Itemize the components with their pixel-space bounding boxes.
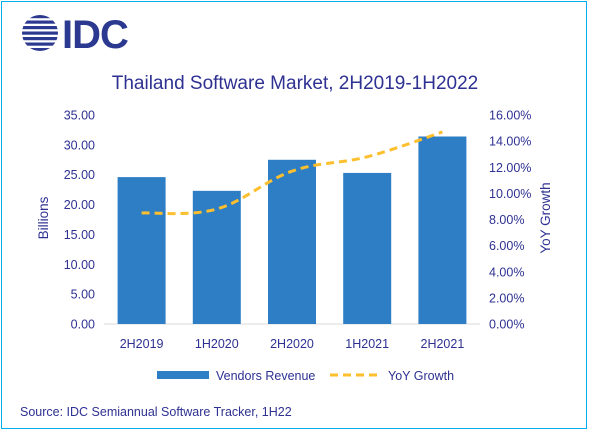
legend-bar-label: Vendors Revenue (216, 369, 315, 383)
legend: Vendors Revenue YoY Growth (157, 369, 454, 383)
logo-text: IDC (62, 13, 128, 57)
y-tick-label: 0.00 (71, 318, 95, 332)
y2-tick-label: 10.00% (489, 187, 531, 201)
source-note: Source: IDC Semiannual Software Tracker,… (20, 405, 292, 419)
chart-title: Thailand Software Market, 2H2019-1H2022 (112, 73, 478, 94)
y-tick-label: 20.00 (64, 198, 95, 212)
bar-series (117, 136, 467, 324)
right-axis-ticks: 0.00% 2.00% 4.00% 6.00% 8.00% 10.00% 12.00% 14.… (489, 109, 531, 332)
x-tick-label: 1H2021 (345, 337, 389, 351)
y-tick-label: 5.00 (71, 288, 95, 302)
legend-line-label: YoY Growth (388, 369, 454, 383)
y-tick-label: 30.00 (64, 138, 95, 152)
y2-tick-label: 12.00% (489, 161, 531, 175)
y2-tick-label: 16.00% (489, 109, 531, 123)
y2-tick-label: 4.00% (489, 265, 524, 279)
y-tick-label: 10.00 (64, 258, 95, 272)
y2-tick-label: 0.00% (489, 318, 524, 332)
y-tick-label: 35.00 (64, 109, 95, 123)
y-axis-label: Billions (36, 196, 51, 239)
bar (418, 136, 467, 324)
bar (343, 172, 392, 324)
left-axis-ticks: 0.00 5.00 10.00 15.00 20.00 25.00 30.00 35.00 (64, 109, 95, 332)
x-tick-label: 2H2020 (270, 337, 314, 351)
y2-axis-label: YoY Growth (538, 182, 553, 253)
idc-logo: IDC (22, 13, 129, 57)
globe-icon (22, 15, 58, 51)
x-tick-label: 2H2021 (421, 337, 465, 351)
y-tick-label: 15.00 (64, 228, 95, 242)
y-tick-label: 25.00 (64, 168, 95, 182)
bar (117, 177, 166, 324)
y2-tick-label: 2.00% (489, 291, 524, 305)
legend-bar-swatch (157, 371, 209, 379)
y2-tick-label: 8.00% (489, 213, 524, 227)
x-tick-label: 2H2019 (120, 337, 164, 351)
bar (268, 159, 316, 324)
y2-tick-label: 14.00% (489, 135, 531, 149)
y2-tick-label: 6.00% (489, 239, 524, 253)
x-axis-ticks: 2H2019 1H2020 2H2020 1H2021 2H2021 (120, 337, 465, 351)
line-series (141, 130, 443, 216)
x-tick-label: 1H2020 (195, 337, 239, 351)
yoy-growth-line (141, 130, 443, 216)
